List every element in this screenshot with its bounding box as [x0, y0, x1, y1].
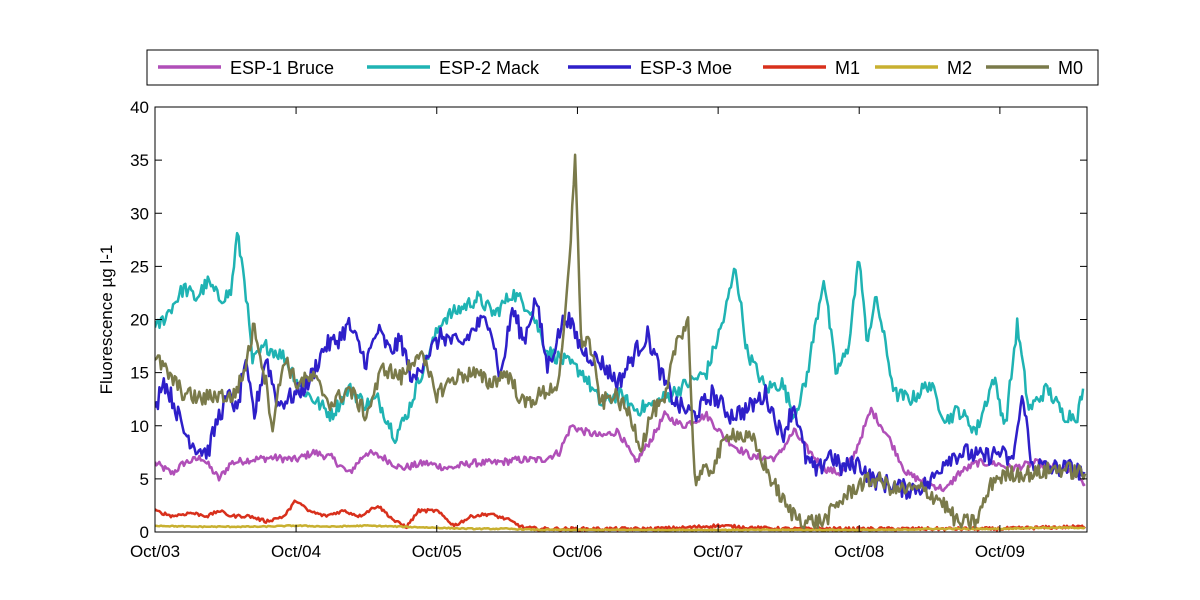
- y-tick-label: 25: [130, 257, 149, 276]
- series-line-esp-2-mack: [155, 231, 1085, 445]
- series-line-m0: [155, 153, 1087, 530]
- series-line-m2: [155, 523, 1086, 532]
- axes-layer: 0 5 10 15 20 25 30 35 40 Oct/03 Oct/04 Oct/05 Oct/06…: [97, 98, 1088, 561]
- series-layer: [155, 153, 1087, 532]
- x-tick-label: Oct/08: [834, 542, 884, 561]
- y-tick-label: 20: [130, 311, 149, 330]
- legend-label-esp-1-bruce: ESP-1 Bruce: [230, 58, 334, 78]
- x-tick-label: Oct/06: [552, 542, 602, 561]
- y-tick-label: 0: [140, 523, 149, 542]
- x-tick-label: Oct/07: [693, 542, 743, 561]
- x-tick-label: Oct/05: [412, 542, 462, 561]
- series-line-esp-3-moe: [155, 297, 1086, 500]
- x-tick-label: Oct/09: [975, 542, 1025, 561]
- y-tick-label: 10: [130, 417, 149, 436]
- legend: ESP-1 Bruce ESP-2 Mack ESP-3 Moe M1 M2 M0: [146, 49, 1099, 86]
- y-tick-label: 40: [130, 98, 149, 117]
- legend-label-esp-3-moe: ESP-3 Moe: [640, 58, 732, 78]
- y-tick-label: 5: [140, 470, 149, 489]
- y-tick-label: 35: [130, 151, 149, 170]
- y-tick-label: 30: [130, 204, 149, 223]
- legend-label-m0: M0: [1058, 58, 1083, 78]
- legend-label-m2: M2: [947, 58, 972, 78]
- x-tick-label: Oct/04: [271, 542, 321, 561]
- legend-label-m1: M1: [835, 58, 860, 78]
- x-tick-label: Oct/03: [130, 542, 180, 561]
- y-tick-label: 15: [130, 364, 149, 383]
- legend-label-esp-2-mack: ESP-2 Mack: [439, 58, 540, 78]
- y-axis-label: Fluorescence µg l-1: [97, 245, 116, 395]
